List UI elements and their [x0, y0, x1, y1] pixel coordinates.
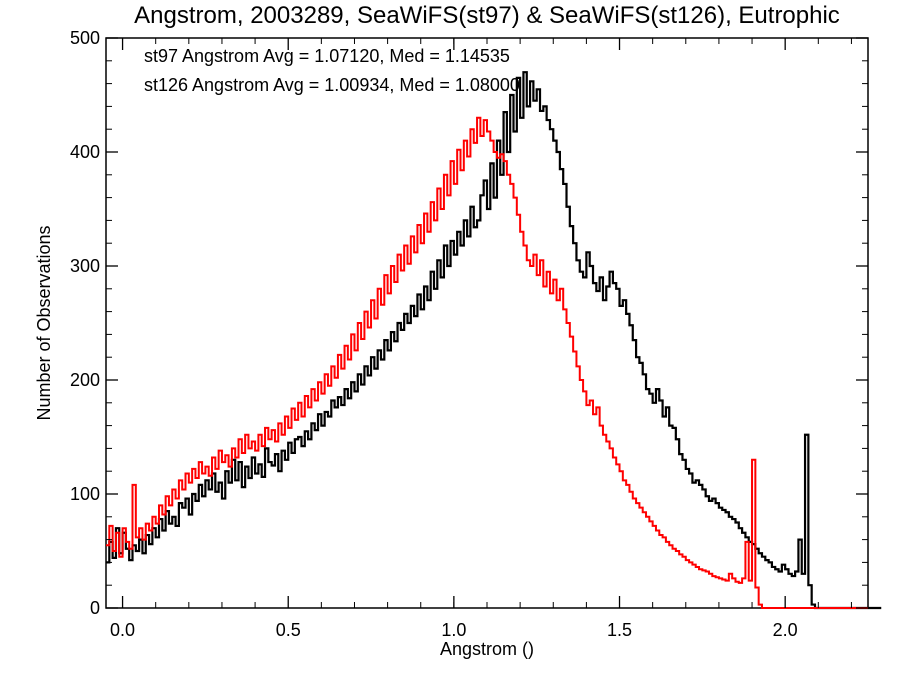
x-tick-label: 2.0	[773, 620, 798, 640]
x-tick-label: 1.5	[607, 620, 632, 640]
x-tick-label: 0.5	[276, 620, 301, 640]
y-tick-label: 100	[70, 484, 100, 504]
y-axis-label: Number of Observations	[34, 225, 54, 420]
series-layer	[106, 71, 882, 610]
annotation-st126-stats: st126 Angstrom Avg = 1.00934, Med = 1.08…	[144, 75, 520, 95]
x-axis-label: Angstrom ()	[440, 639, 534, 659]
y-tick-label: 0	[90, 598, 100, 618]
x-tick-label: 1.0	[441, 620, 466, 640]
y-tick-label: 300	[70, 256, 100, 276]
annotation-st97-stats: st97 Angstrom Avg = 1.07120, Med = 1.145…	[144, 46, 510, 66]
series-line-2	[106, 116, 868, 609]
series-line-1	[106, 71, 882, 610]
y-tick-label: 400	[70, 142, 100, 162]
y-axis: 0 100 200 300 400 500	[70, 28, 868, 618]
chart-title: Angstrom, 2003289, SeaWiFS(st97) & SeaWi…	[134, 2, 840, 29]
x-axis: 0.0 0.5 1.0 1.5 2.0	[110, 38, 852, 640]
y-tick-label: 500	[70, 28, 100, 48]
y-tick-label: 200	[70, 370, 100, 390]
x-tick-label: 0.0	[110, 620, 135, 640]
